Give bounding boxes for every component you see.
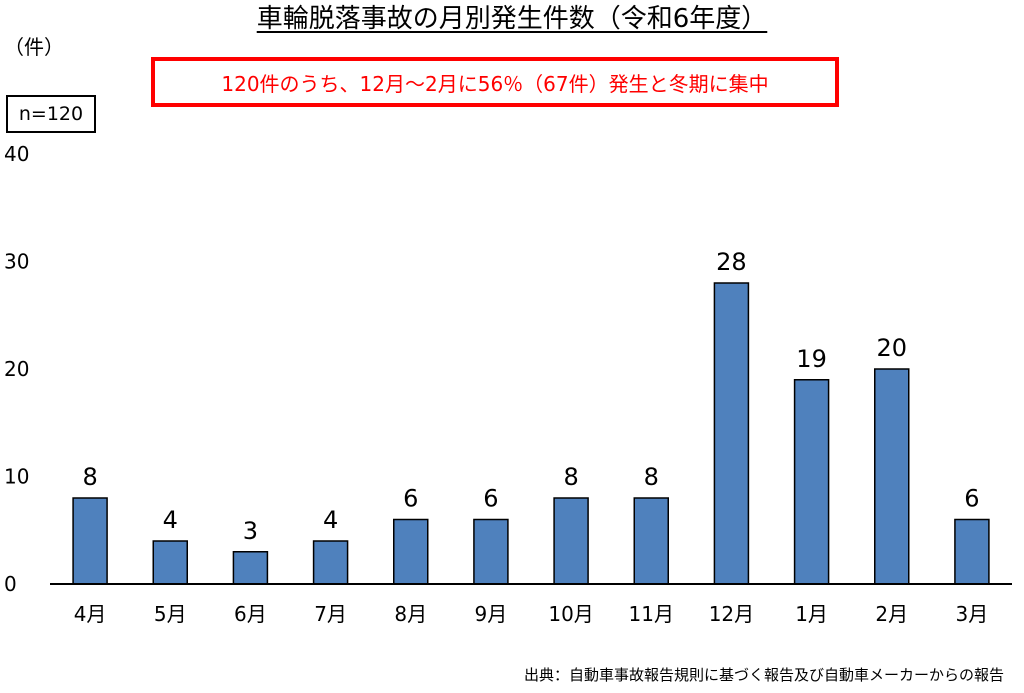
bar-value-label: 8	[644, 463, 659, 491]
y-axis-ticks: 0 10 20 30 40	[4, 142, 29, 596]
chart-title: 車輪脱落事故の月別発生件数（令和6年度）	[0, 2, 1024, 36]
y-tick-label: 10	[4, 465, 29, 489]
bar-value-label: 6	[483, 485, 498, 513]
bar	[793, 379, 830, 585]
x-axis-ticks: 4月 5月 6月 7月 8月 9月 10月 11月 12月 1月 2月 3月	[74, 602, 989, 626]
highlight-callout-box: 120件のうち、12月～2月に56％（67件）発生と冬期に集中	[151, 57, 839, 107]
bar	[312, 540, 349, 585]
x-tick-label: 11月	[629, 602, 674, 626]
bar	[393, 518, 429, 585]
bar-value-label: 28	[716, 248, 747, 276]
bar-value-label: 8	[82, 463, 97, 491]
y-tick-label: 30	[4, 250, 29, 274]
data-labels-group: 8 4 3 4 6 6 8 8 28 19 20 6	[82, 248, 979, 545]
y-tick-label: 40	[4, 142, 29, 166]
x-tick-label: 12月	[709, 602, 754, 626]
x-tick-label: 3月	[956, 602, 989, 626]
x-tick-label: 4月	[74, 602, 107, 626]
x-tick-label: 6月	[234, 602, 267, 626]
bar-value-label: 6	[964, 485, 979, 513]
y-tick-label: 20	[4, 357, 29, 381]
bar-value-label: 20	[876, 334, 907, 362]
bars-group	[72, 282, 990, 585]
x-tick-label: 2月	[875, 602, 908, 626]
bar	[954, 518, 990, 585]
bar	[72, 497, 108, 585]
bar	[553, 497, 589, 585]
bar-value-label: 8	[563, 463, 578, 491]
sample-size-box: n=120	[6, 95, 96, 133]
bar-value-label: 3	[243, 517, 258, 545]
x-tick-label: 5月	[154, 602, 187, 626]
x-tick-label: 9月	[475, 602, 508, 626]
bar-value-label: 4	[323, 506, 338, 534]
bar-value-label: 19	[796, 345, 827, 373]
bar	[874, 368, 910, 585]
bar-value-label: 4	[163, 506, 178, 534]
x-tick-label: 8月	[394, 602, 427, 626]
x-tick-label: 7月	[314, 602, 347, 626]
source-note: 出典：自動車事故報告規則に基づく報告及び自動車メーカーからの報告	[523, 666, 1004, 684]
bar	[633, 497, 669, 585]
bar	[232, 551, 269, 585]
x-tick-label: 1月	[795, 602, 828, 626]
bar	[152, 540, 188, 585]
bar-value-label: 6	[403, 485, 418, 513]
bar	[713, 282, 750, 585]
x-tick-label: 10月	[548, 602, 593, 626]
y-axis-unit-label: （件）	[4, 35, 64, 59]
y-tick-label: 0	[4, 572, 17, 596]
bar	[473, 518, 509, 585]
chart-title-text: 車輪脱落事故の月別発生件数（令和6年度）	[256, 4, 768, 34]
